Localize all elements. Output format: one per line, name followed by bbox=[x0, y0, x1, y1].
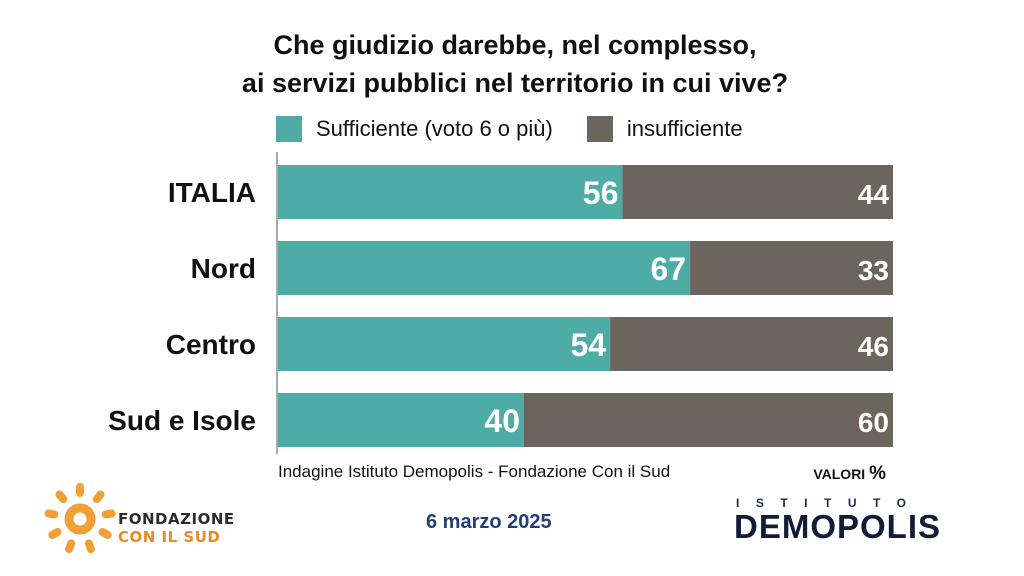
bar-segment bbox=[524, 393, 893, 447]
data-label: 33 bbox=[858, 255, 889, 286]
bar-segment bbox=[278, 393, 524, 447]
legend-item-insufficient: insufficiente bbox=[586, 116, 743, 142]
bar-segment bbox=[690, 241, 893, 295]
demopolis-logo-word: DEMOPOLIS bbox=[734, 508, 942, 545]
bar-segment bbox=[278, 241, 691, 295]
bar-segment bbox=[622, 165, 893, 219]
data-label: 46 bbox=[858, 331, 889, 362]
data-label: 44 bbox=[858, 179, 890, 210]
data-label: 56 bbox=[583, 175, 619, 211]
source-note: Indagine Istituto Demopolis - Fondazione… bbox=[278, 462, 671, 481]
units-note: VALORI % bbox=[813, 463, 886, 485]
bar-segment bbox=[278, 165, 623, 219]
data-label: 54 bbox=[571, 327, 607, 363]
category-label: ITALIA bbox=[168, 177, 256, 208]
category-label: Sud e Isole bbox=[108, 405, 256, 436]
legend-label-insufficient: insufficiente bbox=[626, 116, 743, 141]
date-label: 6 marzo 2025 bbox=[426, 511, 552, 533]
bar-segment bbox=[610, 317, 893, 371]
bar-segment bbox=[278, 317, 611, 371]
category-label: Nord bbox=[191, 253, 256, 284]
fondazione-con-il-sud-logo: FONDAZIONE CON IL SUD bbox=[118, 510, 235, 546]
legend-item-sufficient: Sufficiente (voto 6 o più) bbox=[276, 116, 553, 142]
units-symbol: % bbox=[869, 463, 886, 484]
chart-title: Che giudizio darebbe, nel complesso, ai … bbox=[120, 26, 910, 102]
data-label: 67 bbox=[650, 251, 686, 287]
chart-title-line-1: Che giudizio darebbe, nel complesso, bbox=[273, 30, 757, 60]
data-label: 40 bbox=[484, 403, 520, 439]
legend-swatch-sufficient bbox=[276, 116, 302, 142]
category-label: Centro bbox=[166, 329, 256, 360]
demopolis-logo: ISTITUTO DEMOPOLIS bbox=[734, 496, 941, 546]
chart-title-line-2: ai servizi pubblici nel territorio in cu… bbox=[241, 68, 789, 98]
fcs-logo-line-2: CON IL SUD bbox=[118, 528, 221, 546]
units-label: VALORI bbox=[813, 466, 866, 482]
fcs-logo-line-1: FONDAZIONE bbox=[118, 510, 235, 528]
legend-swatch-insufficient bbox=[586, 116, 613, 142]
data-label: 60 bbox=[858, 407, 889, 438]
chart-legend: Sufficiente (voto 6 o più) insufficiente bbox=[276, 114, 777, 144]
legend-label-sufficient: Sufficiente (voto 6 o più) bbox=[316, 116, 553, 141]
sun-logo-icon bbox=[44, 483, 116, 554]
demopolis-logo-top: ISTITUTO bbox=[736, 496, 923, 510]
